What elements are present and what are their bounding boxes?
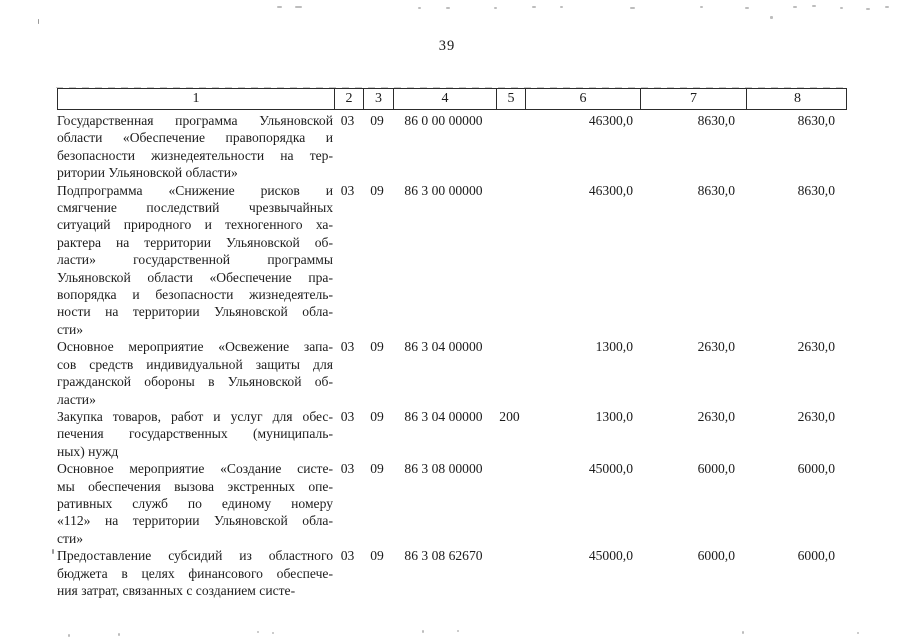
cell-amount-col8: 6000,0 (797, 548, 835, 564)
expense-name-line: ных) нужд (57, 443, 119, 459)
expense-name-line: Основное мероприятие «Создание систе- (57, 461, 333, 477)
cell-subsection-code: 09 (370, 113, 384, 128)
expense-name-line: безопасности жизнедеятельности на тер- (57, 147, 333, 163)
cell-expense-name: Основное мероприятие «Освежение запа-сов… (57, 338, 333, 408)
cell-amount-col6: 45000,0 (588, 548, 633, 564)
cell-expense-name: Государственная программа Ульяновской обл… (57, 112, 333, 182)
column-header-8: 8 (746, 89, 848, 109)
cell-target-article-code: 86 3 00 00000 (404, 182, 483, 198)
column-header-3: 3 (363, 89, 393, 109)
expense-name-line: области «Обеспечение правопорядка и (57, 130, 333, 146)
cell-amount-col6: 46300,0 (588, 182, 633, 198)
cell-subsection-code: 09 (370, 548, 384, 564)
budget-table: 1 2 3 4 5 6 7 8 Государственная программ… (56, 86, 848, 599)
cell-section-code: 03 (340, 548, 355, 564)
cell-target-article-code: 86 3 08 62670 (404, 548, 483, 564)
expense-name-line: мы обеспечения вызова экстренных опе- (57, 478, 333, 494)
table-row: Подпрограмма «Снижение рисков и смягчение… (57, 182, 847, 339)
cell-section-code: 03 (340, 339, 355, 355)
cell-expense-name: Предоставление субсидий из областного бюд… (57, 547, 333, 599)
column-header-4: 4 (393, 89, 496, 109)
expense-name-line: вопорядка и безопасности жизнедеятель- (57, 287, 333, 303)
cell-expense-name: Подпрограмма «Снижение рисков и смягчение… (57, 182, 333, 339)
expense-name-line: «112» на территории Ульяновской обла- (57, 513, 333, 529)
expense-name-line: Предоставление субсидий из областного (57, 548, 333, 564)
column-header-6: 6 (525, 89, 640, 109)
expense-name-line: ритории Ульяновской области» (57, 165, 238, 181)
expense-name-line: ния затрат, связанных с созданием систе- (57, 582, 296, 598)
expense-name-line: Основное мероприятие «Освежение запа- (57, 339, 333, 355)
cell-expense-name: Основное мероприятие «Создание систе-мы … (57, 460, 333, 547)
table-row: Государственная программа Ульяновской обл… (57, 112, 847, 182)
expense-name-line: Подпрограмма «Снижение рисков и (57, 182, 333, 198)
cell-amount-col6: 45000,0 (588, 461, 633, 477)
expense-name-line: сти» (57, 321, 84, 337)
cell-subsection-code: 09 (370, 408, 384, 424)
cell-target-article-code: 86 0 00 00000 (404, 113, 483, 128)
column-header-5: 5 (496, 89, 525, 109)
expense-name-line: Ульяновской области «Обеспечение пра- (57, 269, 333, 285)
cell-amount-col8: 2630,0 (797, 339, 835, 355)
table-row: Предоставление субсидий из областного бюд… (57, 547, 847, 599)
cell-amount-col7: 8630,0 (697, 182, 735, 198)
cell-target-article-code: 86 3 08 00000 (404, 461, 483, 477)
page-number: 39 (438, 38, 456, 54)
cell-target-article-code: 86 3 04 00000 (404, 408, 483, 424)
expense-name-line: ности на территории Ульяновской обла- (57, 304, 333, 320)
expense-name-line: ситуаций природного и техногенного ха- (57, 217, 333, 233)
table-row: Основное мероприятие «Создание систе-мы … (57, 460, 847, 547)
expense-name-line: рактера на территории Ульяновской об- (57, 234, 333, 250)
column-header-1: 1 (192, 91, 200, 106)
expense-name-line: бюджета в целях финансового обеспече- (57, 565, 333, 581)
cell-amount-col7: 2630,0 (697, 339, 735, 355)
cell-section-code: 03 (340, 408, 355, 424)
cell-amount-col6: 1300,0 (595, 339, 633, 355)
cell-subsection-code: 09 (370, 461, 384, 477)
expense-name-line: печения государственных (муниципаль- (57, 426, 333, 442)
cell-expense-type-code: 200 (499, 408, 520, 424)
cell-section-code: 03 (340, 182, 355, 198)
cell-subsection-code: 09 (370, 182, 384, 198)
expense-name-line: Закупка товаров, работ и услуг для обес- (57, 408, 333, 424)
cell-amount-col7: 2630,0 (697, 408, 735, 424)
expense-name-line: гражданской обороны в Ульяновской об- (57, 374, 333, 390)
cell-section-code: 03 (340, 113, 355, 128)
cell-amount-col8: 6000,0 (797, 461, 835, 477)
cell-amount-col6: 1300,0 (595, 408, 633, 424)
cell-amount-col8: 8630,0 (797, 113, 835, 128)
cell-amount-col7: 6000,0 (697, 461, 735, 477)
table-body: Государственная программа Ульяновской обл… (57, 110, 847, 599)
expense-name-line: ласти» государственной программы (57, 252, 333, 268)
scan-border-artifact (56, 86, 848, 88)
cell-subsection-code: 09 (370, 339, 384, 355)
column-header-7: 7 (640, 89, 746, 109)
table-row: Основное мероприятие «Освежение запа-сов… (57, 338, 847, 408)
cell-amount-col8: 8630,0 (797, 182, 835, 198)
cell-amount-col8: 2630,0 (797, 408, 835, 424)
table-row: Закупка товаров, работ и услуг для обес-… (57, 408, 847, 460)
cell-amount-col7: 6000,0 (697, 548, 735, 564)
cell-amount-col7: 8630,0 (697, 113, 735, 128)
table-header-row: 1 2 3 4 5 6 7 8 (56, 86, 848, 110)
expense-name-line: сов средств индивидуальной защиты для (57, 356, 333, 372)
expense-name-line: смягчение последствий чрезвычайных (57, 200, 333, 216)
cell-expense-name: Закупка товаров, работ и услуг для обес-… (57, 408, 333, 460)
column-header-2: 2 (334, 89, 363, 109)
cell-target-article-code: 86 3 04 00000 (404, 339, 483, 355)
expense-name-line: ративных служб по единому номеру (57, 495, 333, 511)
expense-name-line: Государственная программа Ульяновской (57, 113, 333, 128)
expense-name-line: ласти» (57, 391, 96, 407)
cell-amount-col6: 46300,0 (588, 113, 633, 128)
expense-name-line: сти» (57, 530, 84, 546)
cell-section-code: 03 (340, 461, 355, 477)
